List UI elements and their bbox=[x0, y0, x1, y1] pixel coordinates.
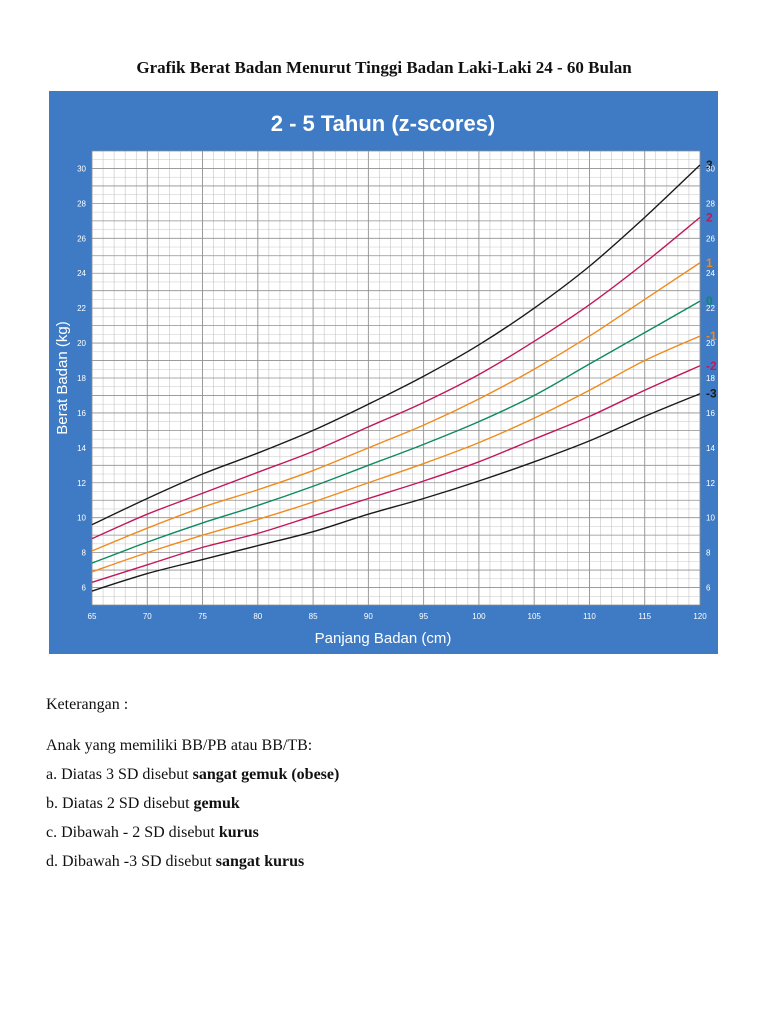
chart-panel: 3 2 1 0 -1 -2 -3 65 70 75 80 85 90 95 100 105 110 115 120… bbox=[49, 91, 718, 654]
notes-intro: Anak yang memiliki BB/PB atau BB/TB: bbox=[46, 737, 313, 754]
notes-item-bold: sangat gemuk bbox=[192, 766, 288, 783]
series-line--3 bbox=[91, 393, 701, 592]
y-tick-labels-left: 6 8 10 12 14 16 18 20 22 24 26 28 30 bbox=[77, 164, 86, 592]
notes-item-text: b. Diatas 2 SD disebut bbox=[46, 795, 194, 812]
x-tick-label: 115 bbox=[638, 612, 651, 621]
notes-item-bold: gemuk bbox=[193, 795, 240, 812]
x-tick-labels: 65 70 75 80 85 90 95 100 105 110 115 120 bbox=[88, 612, 708, 621]
x-tick-label: 95 bbox=[419, 612, 428, 621]
series-labels: 3 2 1 0 -1 -2 -3 bbox=[706, 158, 717, 401]
y-tick-label: 8 bbox=[82, 549, 87, 558]
y-tick-label: 10 bbox=[77, 514, 86, 523]
x-tick-label: 70 bbox=[143, 612, 152, 621]
x-tick-label: 110 bbox=[583, 612, 596, 621]
notes-item-text: d. Dibawah -3 SD disebut bbox=[46, 853, 216, 870]
y-tick-label: 8 bbox=[706, 549, 711, 558]
x-tick-label: 80 bbox=[253, 612, 262, 621]
y-tick-label: 30 bbox=[77, 164, 86, 173]
series-label: 0 bbox=[706, 294, 713, 308]
series-line-3 bbox=[91, 164, 701, 526]
y-tick-label: 18 bbox=[706, 374, 715, 383]
notes-item: a. Diatas 3 SD disebut sangat gemuk (obe… bbox=[46, 766, 339, 784]
notes-item-bold: sangat kurus bbox=[215, 853, 305, 870]
y-tick-label: 16 bbox=[77, 409, 86, 418]
series-label: 1 bbox=[706, 256, 713, 270]
notes-item: b. Diatas 2 SD disebut gemuk bbox=[46, 795, 240, 813]
notes-item-text: c. Dibawah - 2 SD disebut bbox=[46, 824, 219, 841]
y-tick-label: 28 bbox=[706, 199, 715, 208]
x-tick-label: 90 bbox=[364, 612, 373, 621]
series-lines bbox=[91, 164, 701, 592]
series-label: -1 bbox=[706, 329, 717, 343]
y-tick-label: 22 bbox=[706, 304, 715, 313]
notes-item: c. Dibawah - 2 SD disebut kurus bbox=[46, 824, 259, 842]
y-tick-label: 26 bbox=[706, 234, 715, 243]
series-label: 3 bbox=[706, 158, 713, 172]
series-line-2 bbox=[91, 216, 701, 540]
y-axis-label: Berat Badan (kg) bbox=[54, 321, 71, 434]
x-tick-label: 105 bbox=[528, 612, 542, 621]
series-label: 2 bbox=[706, 210, 713, 224]
y-tick-label: 20 bbox=[706, 339, 715, 348]
notes-item-suffix: (obese) bbox=[287, 766, 340, 783]
series-line-0 bbox=[91, 300, 701, 564]
document-title: Grafik Berat Badan Menurut Tinggi Badan … bbox=[136, 58, 632, 77]
x-tick-label: 85 bbox=[309, 612, 318, 621]
y-tick-label: 14 bbox=[706, 444, 715, 453]
x-tick-label: 75 bbox=[198, 612, 207, 621]
notes-item-bold: kurus bbox=[218, 824, 259, 841]
y-tick-label: 28 bbox=[77, 199, 86, 208]
notes-item-text: a. Diatas 3 SD disebut bbox=[46, 766, 193, 783]
series-label: -3 bbox=[706, 387, 717, 401]
x-tick-label: 100 bbox=[472, 612, 486, 621]
y-tick-label: 12 bbox=[77, 479, 86, 488]
grid bbox=[91, 150, 701, 606]
series-line-1 bbox=[91, 262, 701, 552]
x-tick-label: 120 bbox=[693, 612, 707, 621]
y-tick-label: 24 bbox=[706, 269, 715, 278]
y-tick-label: 24 bbox=[77, 269, 86, 278]
y-tick-label: 30 bbox=[706, 164, 715, 173]
x-axis-label: Panjang Badan (cm) bbox=[315, 630, 452, 647]
series-line--2 bbox=[91, 365, 701, 583]
x-tick-label: 65 bbox=[88, 612, 97, 621]
y-tick-label: 14 bbox=[77, 444, 86, 453]
series-line--1 bbox=[91, 335, 701, 573]
y-tick-label: 6 bbox=[706, 584, 711, 593]
notes-heading: Keterangan : bbox=[46, 696, 129, 713]
chart-title: 2 - 5 Tahun (z-scores) bbox=[271, 111, 496, 136]
series-label: -2 bbox=[706, 359, 717, 373]
y-tick-label: 10 bbox=[706, 514, 715, 523]
y-tick-label: 26 bbox=[77, 234, 86, 243]
y-tick-label: 20 bbox=[77, 339, 86, 348]
y-tick-label: 12 bbox=[706, 479, 715, 488]
y-tick-label: 16 bbox=[706, 409, 715, 418]
notes-item: d. Dibawah -3 SD disebut sangat kurus bbox=[46, 853, 304, 871]
y-tick-label: 6 bbox=[82, 584, 87, 593]
y-tick-label: 22 bbox=[77, 304, 86, 313]
y-tick-label: 18 bbox=[77, 374, 86, 383]
